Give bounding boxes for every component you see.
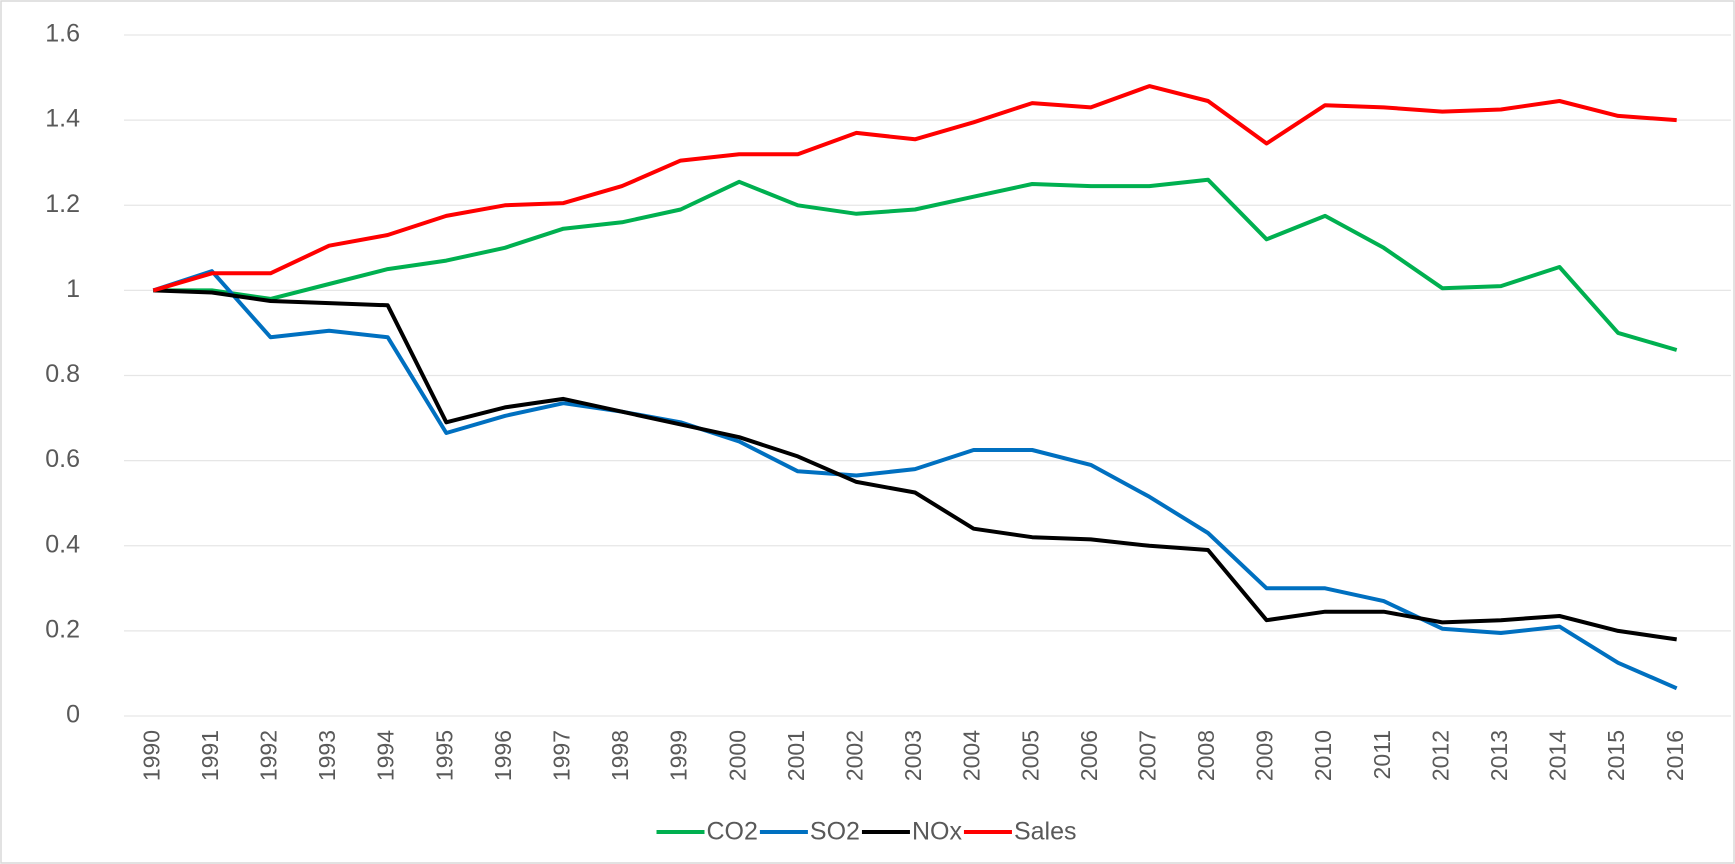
x-tick-label: 1992	[256, 730, 282, 781]
y-tick-label: 1.4	[45, 105, 80, 133]
x-tick-label: 1991	[197, 730, 223, 781]
x-tick-label: 1994	[373, 730, 399, 781]
x-tick-label: 2014	[1545, 730, 1571, 781]
x-tick-label: 2016	[1662, 730, 1688, 781]
series-line	[152, 84, 1677, 293]
x-tick-label: 1990	[138, 730, 164, 781]
x-tick-label: 1995	[431, 730, 457, 781]
y-tick-label: 1	[66, 275, 80, 303]
y-tick-label: 0.4	[45, 530, 80, 558]
x-tick-label: 2009	[1252, 730, 1278, 781]
x-tick-label: 1998	[607, 730, 633, 781]
series-line	[153, 288, 1677, 642]
x-tick-label: 2011	[1369, 730, 1395, 779]
x-tick-label: 2015	[1603, 730, 1629, 781]
legend-label: NOx	[912, 818, 963, 846]
x-tick-label: 2010	[1310, 730, 1336, 781]
x-tick-label: 2001	[783, 730, 809, 781]
y-tick-label: 0.2	[45, 615, 80, 643]
series-line	[153, 177, 1678, 352]
y-tick-label: 0.6	[45, 445, 80, 473]
x-tick-label: 2004	[959, 730, 985, 781]
y-tick-label: 0	[66, 701, 80, 729]
x-tick-label: 2013	[1486, 730, 1512, 781]
legend-label: CO2	[707, 818, 758, 846]
x-tick-label: 1996	[490, 730, 516, 781]
x-tick-label: 2006	[1076, 730, 1102, 781]
legend-label: Sales	[1014, 818, 1077, 846]
x-tick-label: 2008	[1193, 730, 1219, 781]
y-tick-label: 1.6	[45, 20, 80, 48]
x-tick-label: 2005	[1017, 730, 1043, 781]
x-tick-label: 2000	[724, 730, 750, 781]
x-tick-label: 1997	[549, 730, 575, 781]
x-tick-label: 2007	[1134, 730, 1160, 781]
legend-label: SO2	[810, 818, 860, 846]
x-tick-label: 1999	[666, 730, 692, 781]
x-tick-label: 1993	[314, 730, 340, 781]
y-tick-label: 1.2	[45, 190, 80, 218]
y-tick-label: 0.8	[45, 360, 80, 388]
x-tick-label: 2002	[841, 730, 867, 781]
x-tick-label: 2012	[1427, 730, 1453, 781]
x-tick-label: 2003	[900, 730, 926, 781]
